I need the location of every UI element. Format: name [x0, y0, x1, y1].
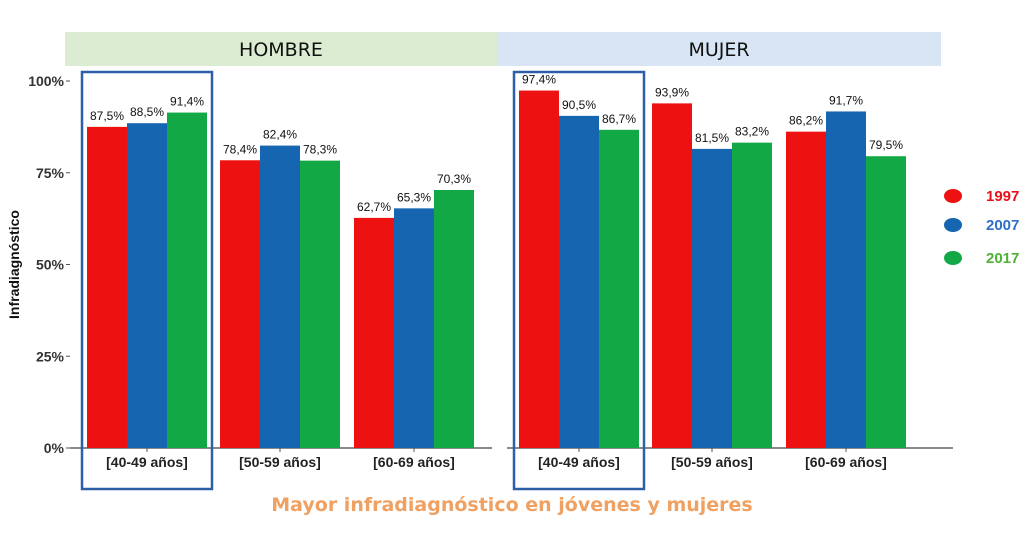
data-label: 62,7%	[357, 200, 391, 214]
panel-header-0	[65, 32, 497, 66]
legend-label: 2007	[986, 217, 1019, 234]
data-label: 86,2%	[789, 114, 823, 128]
data-label: 91,7%	[829, 93, 863, 107]
chart-caption: Mayor infradiagnóstico en jóvenes y muje…	[271, 494, 753, 516]
bar	[300, 160, 340, 448]
bar	[519, 90, 559, 449]
y-tick-label: 25%	[36, 348, 65, 364]
bar	[786, 131, 826, 448]
bar	[652, 103, 692, 449]
data-label: 88,5%	[130, 105, 164, 119]
data-label: 86,7%	[602, 112, 636, 126]
y-tick-label: 100%	[28, 73, 64, 89]
x-tick-label: [40-49 años]	[538, 454, 620, 470]
x-tick-label: [50-59 años]	[671, 454, 753, 470]
legend-label: 1997	[986, 188, 1019, 205]
highlight-box	[80, 70, 214, 491]
bar	[434, 189, 474, 448]
x-tick-label: [60-69 años]	[805, 454, 887, 470]
bar	[167, 112, 207, 448]
data-label: 83,2%	[735, 125, 769, 139]
data-label: 81,5%	[695, 131, 729, 145]
bar	[826, 111, 866, 448]
data-label: 79,5%	[869, 138, 903, 152]
panel-title: HOMBRE	[239, 39, 323, 61]
legend-marker	[944, 189, 962, 203]
data-label: 82,4%	[263, 128, 297, 142]
legend-marker	[944, 251, 962, 265]
bar	[127, 123, 167, 448]
x-tick-label: [40-49 años]	[106, 454, 188, 470]
data-label: 91,4%	[170, 95, 204, 109]
bar	[354, 217, 394, 448]
data-label: 70,3%	[437, 172, 471, 186]
bar	[87, 126, 127, 448]
bar	[394, 208, 434, 448]
y-tick-label: 75%	[36, 165, 65, 181]
bar	[559, 115, 599, 449]
data-label: 93,9%	[655, 85, 689, 99]
bar	[732, 142, 772, 448]
data-label: 78,3%	[303, 143, 337, 157]
bar	[692, 148, 732, 448]
data-label: 97,4%	[522, 73, 556, 87]
panel-header-1	[497, 32, 941, 66]
y-tick-label: 50%	[36, 257, 65, 273]
data-label: 65,3%	[397, 190, 431, 204]
legend-label: 2017	[986, 250, 1019, 267]
bar	[866, 156, 906, 449]
panel-title: MUJER	[688, 39, 749, 61]
bar	[260, 145, 300, 449]
legend-marker	[944, 218, 962, 232]
data-label: 87,5%	[90, 109, 124, 123]
bar	[220, 160, 260, 448]
bar	[599, 129, 639, 448]
y-tick-label: 0%	[44, 440, 65, 456]
x-tick-label: [60-69 años]	[373, 454, 455, 470]
y-axis-label: Infradiagnóstico	[6, 210, 22, 319]
x-tick-label: [50-59 años]	[239, 454, 321, 470]
highlight-box	[512, 70, 646, 491]
data-label: 90,5%	[562, 98, 596, 112]
data-label: 78,4%	[223, 142, 257, 156]
